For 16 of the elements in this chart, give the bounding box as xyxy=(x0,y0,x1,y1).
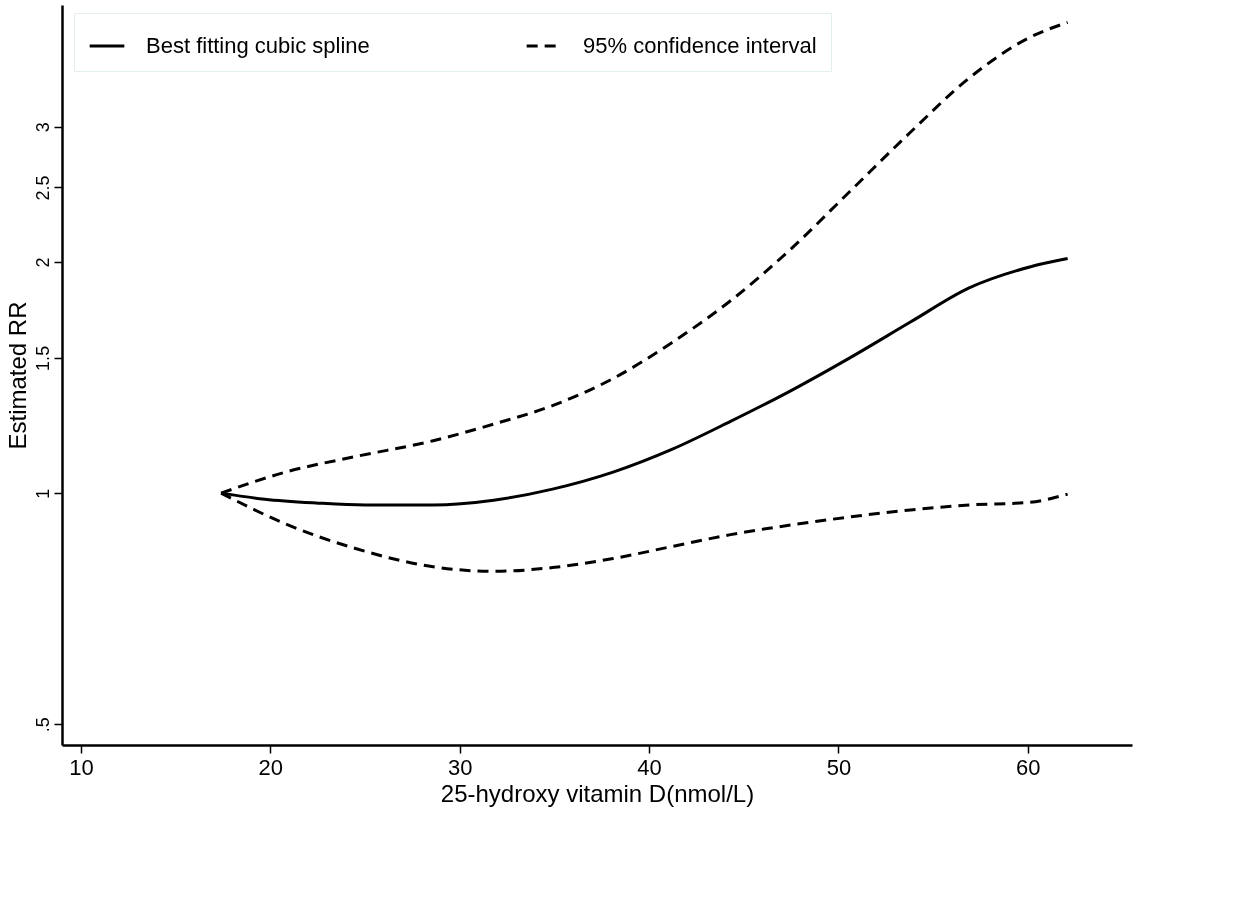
legend-label: Best fitting cubic spline xyxy=(146,33,370,58)
y-tick-label: .5 xyxy=(32,717,53,733)
y-tick-label: 1 xyxy=(32,488,53,499)
x-axis-title: 25-hydroxy vitamin D(nmol/L) xyxy=(440,779,755,807)
legend-label: 95% confidence interval xyxy=(583,33,817,58)
x-tick-label: 30 xyxy=(447,754,473,780)
y-tick-label: 2 xyxy=(32,257,53,268)
x-tick-label: 60 xyxy=(1016,754,1041,780)
y-axis-title: Estimated RR xyxy=(3,301,31,450)
x-tick-label: 40 xyxy=(637,754,662,780)
y-tick-label: 2.5 xyxy=(32,175,53,201)
x-tick-label: 20 xyxy=(258,754,284,780)
x-tick-label: 50 xyxy=(826,754,852,780)
y-tick-label: 3 xyxy=(32,122,53,133)
x-tick-label: 10 xyxy=(69,754,94,780)
y-tick-label: 1.5 xyxy=(32,345,53,371)
